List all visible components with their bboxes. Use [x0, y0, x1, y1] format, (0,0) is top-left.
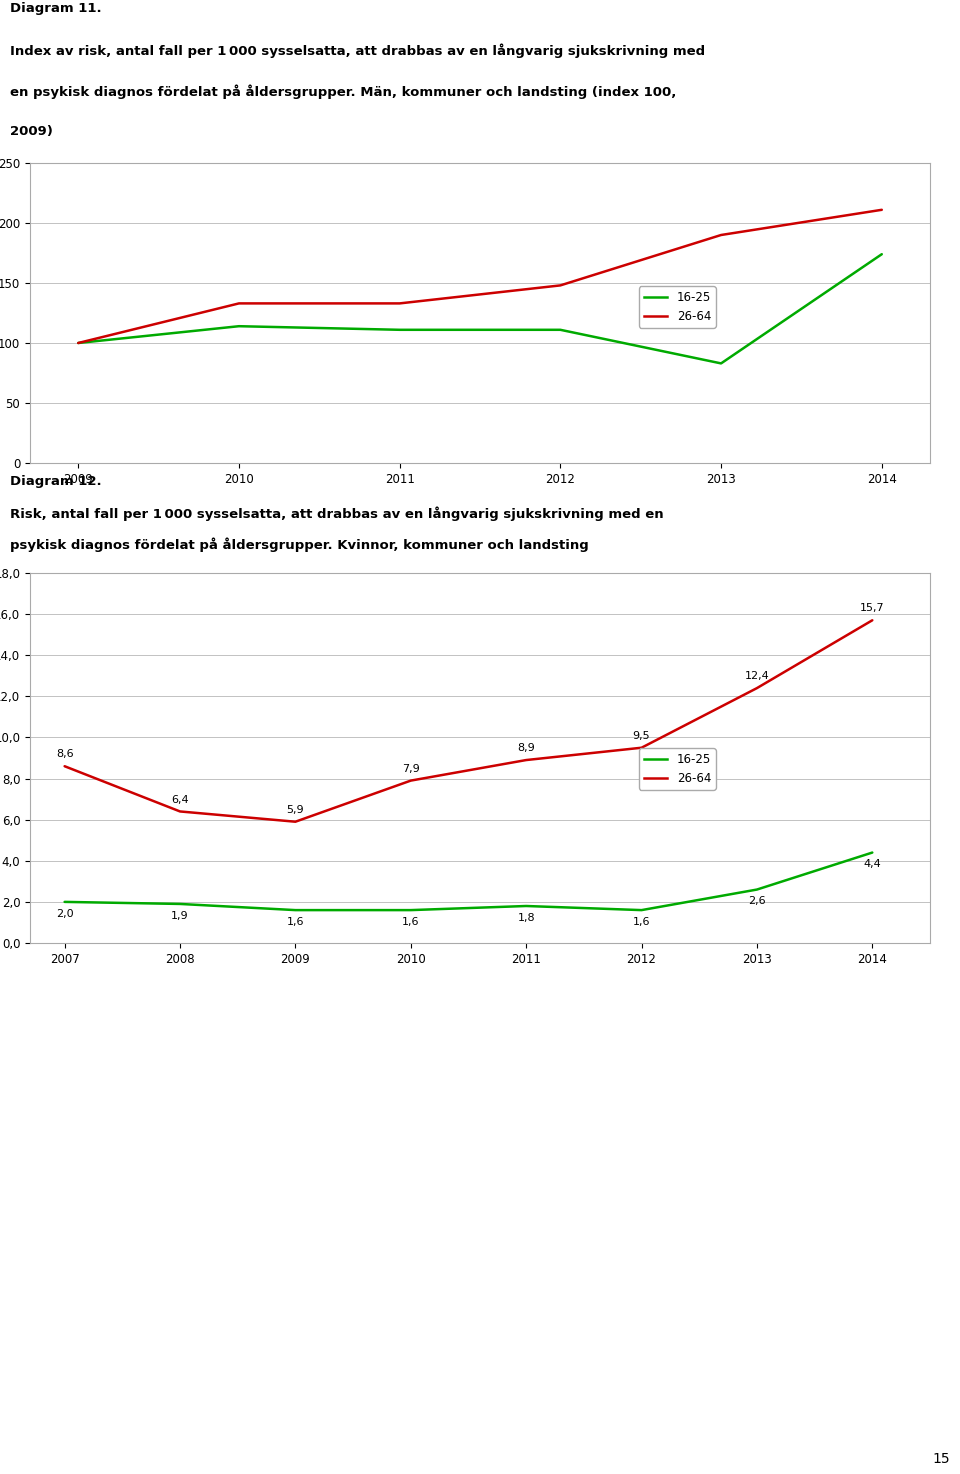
- Text: 2,6: 2,6: [748, 896, 766, 907]
- Text: 6,4: 6,4: [171, 794, 189, 805]
- Text: 15,7: 15,7: [860, 603, 884, 613]
- Text: 2009): 2009): [10, 125, 53, 139]
- Text: 4,4: 4,4: [863, 859, 881, 870]
- Text: 5,9: 5,9: [287, 805, 304, 815]
- Text: 15: 15: [933, 1452, 950, 1467]
- Text: 2,0: 2,0: [56, 908, 73, 918]
- Text: 1,9: 1,9: [171, 911, 189, 921]
- Text: Risk, antal fall per 1 000 sysselsatta, att drabbas av en långvarig sjukskrivnin: Risk, antal fall per 1 000 sysselsatta, …: [10, 507, 663, 520]
- Text: 1,6: 1,6: [633, 917, 650, 927]
- Text: 1,6: 1,6: [402, 917, 420, 927]
- Text: 7,9: 7,9: [402, 764, 420, 774]
- Legend: 16-25, 26-64: 16-25, 26-64: [639, 749, 716, 790]
- Text: 1,6: 1,6: [287, 917, 304, 927]
- Text: en psykisk diagnos fördelat på åldersgrupper. Män, kommuner och landsting (index: en psykisk diagnos fördelat på åldersgru…: [10, 84, 676, 99]
- Text: 1,8: 1,8: [517, 912, 535, 923]
- Text: Index av risk, antal fall per 1 000 sysselsatta, att drabbas av en långvarig sju: Index av risk, antal fall per 1 000 syss…: [10, 43, 705, 57]
- Legend: 16-25, 26-64: 16-25, 26-64: [639, 286, 716, 327]
- Text: 8,9: 8,9: [517, 743, 535, 753]
- Text: 9,5: 9,5: [633, 731, 650, 741]
- Text: 12,4: 12,4: [745, 671, 769, 681]
- Text: 8,6: 8,6: [56, 749, 73, 759]
- Text: Diagram 11.: Diagram 11.: [10, 1, 101, 15]
- Text: Diagram 12.: Diagram 12.: [10, 475, 101, 488]
- Text: psykisk diagnos fördelat på åldersgrupper. Kvinnor, kommuner och landsting: psykisk diagnos fördelat på åldersgruppe…: [10, 538, 588, 553]
